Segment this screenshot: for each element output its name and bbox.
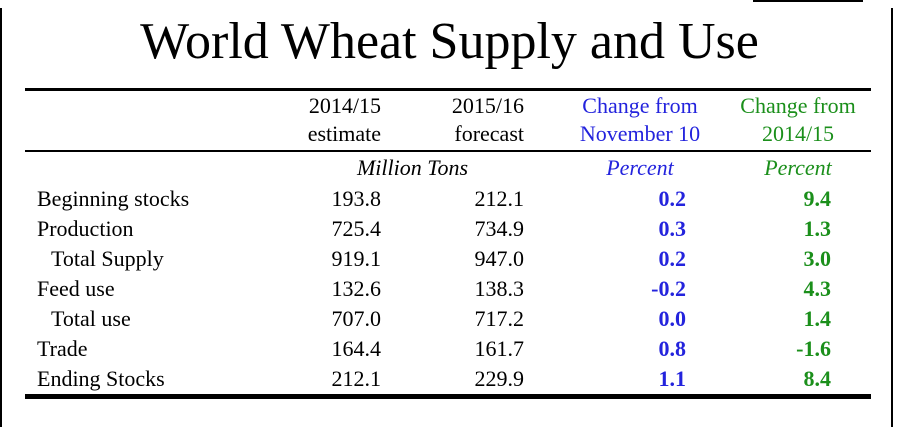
value-change-year: 8.4	[725, 364, 871, 399]
row-label: Feed use	[37, 276, 115, 301]
value-change-november: 0.2	[658, 246, 687, 271]
value-change-year: 9.4	[803, 186, 832, 211]
header-label-spacer	[25, 88, 270, 152]
table-header: 2014/15 estimate 2015/16 forecast Change…	[25, 88, 871, 152]
table-row-production: Production 725.4 734.9 0.3 1.3	[25, 214, 871, 244]
value-change-november: 0.3	[658, 216, 687, 241]
value-2014-15: 725.4	[331, 216, 382, 241]
value-2015-16: 947.0	[474, 246, 525, 271]
value-change-year: -1.6	[796, 336, 831, 361]
table-row-total-use: Total use 707.0 717.2 0.0 1.4	[25, 304, 871, 334]
row-label: Ending Stocks	[25, 364, 270, 399]
value-2014-15: 919.1	[331, 246, 382, 271]
header-2014-15: 2014/15 estimate	[270, 88, 405, 152]
row-label: Beginning stocks	[37, 186, 190, 211]
value-change-november: 1.1	[555, 364, 725, 399]
value-2015-16: 229.9	[405, 364, 555, 399]
header-change-november-line2: November 10	[579, 121, 701, 146]
value-2014-15: 707.0	[331, 306, 382, 331]
value-change-year: 4.3	[803, 276, 832, 301]
header-row: 2014/15 estimate 2015/16 forecast Change…	[25, 88, 871, 152]
header-change-november-line1: Change from	[582, 93, 698, 118]
frame-top-line	[753, 0, 863, 2]
units-percent-year: Percent	[764, 155, 832, 180]
table-body: Million Tons Percent Percent Beginning s…	[25, 151, 871, 399]
supply-use-table: 2014/15 estimate 2015/16 forecast Change…	[25, 88, 871, 399]
row-label: Total Supply	[51, 246, 164, 271]
value-change-november: -0.2	[651, 276, 686, 301]
row-label: Production	[37, 216, 134, 241]
value-2015-16: 734.9	[474, 216, 525, 241]
header-2015-16-line2: forecast	[454, 121, 524, 146]
row-label: Trade	[37, 336, 88, 361]
header-2015-16: 2015/16 forecast	[405, 88, 555, 152]
value-change-year: 1.3	[803, 216, 832, 241]
header-2015-16-line1: 2015/16	[451, 93, 524, 118]
table-row-ending-stocks: Ending Stocks 212.1 229.9 1.1 8.4	[25, 364, 871, 399]
value-2014-15: 132.6	[331, 276, 382, 301]
header-change-year-line1: Change from	[740, 93, 856, 118]
table-row-total-supply: Total Supply 919.1 947.0 0.2 3.0	[25, 244, 871, 274]
table-row-feed-use: Feed use 132.6 138.3 -0.2 4.3	[25, 274, 871, 304]
value-2015-16: 717.2	[474, 306, 525, 331]
value-change-november: 0.8	[658, 336, 687, 361]
table-row-trade: Trade 164.4 161.7 0.8 -1.6	[25, 334, 871, 364]
units-row: Million Tons Percent Percent	[25, 151, 871, 184]
header-2014-15-line2: estimate	[307, 121, 381, 146]
value-2014-15: 212.1	[270, 364, 405, 399]
value-2015-16: 212.1	[474, 186, 525, 211]
row-label: Total use	[51, 306, 131, 331]
value-change-november: 0.2	[658, 186, 687, 211]
units-percent-november: Percent	[606, 155, 674, 180]
value-2015-16: 138.3	[474, 276, 525, 301]
value-2015-16: 161.7	[474, 336, 525, 361]
units-label-spacer	[25, 151, 270, 184]
value-change-year: 1.4	[803, 306, 832, 331]
value-change-year: 3.0	[803, 246, 832, 271]
frame-right-line	[891, 8, 893, 427]
frame-left-line	[0, 8, 2, 427]
value-2014-15: 193.8	[331, 186, 382, 211]
table-row-beginning-stocks: Beginning stocks 193.8 212.1 0.2 9.4	[25, 184, 871, 214]
units-million-tons: Million Tons	[356, 155, 469, 180]
page-title: World Wheat Supply and Use	[140, 13, 759, 70]
header-change-year-line2: 2014/15	[761, 121, 835, 146]
header-change-november: Change from November 10	[555, 88, 725, 152]
header-change-year: Change from 2014/15	[725, 88, 871, 152]
value-2014-15: 164.4	[331, 336, 382, 361]
header-2014-15-line1: 2014/15	[308, 93, 381, 118]
value-change-november: 0.0	[658, 306, 687, 331]
